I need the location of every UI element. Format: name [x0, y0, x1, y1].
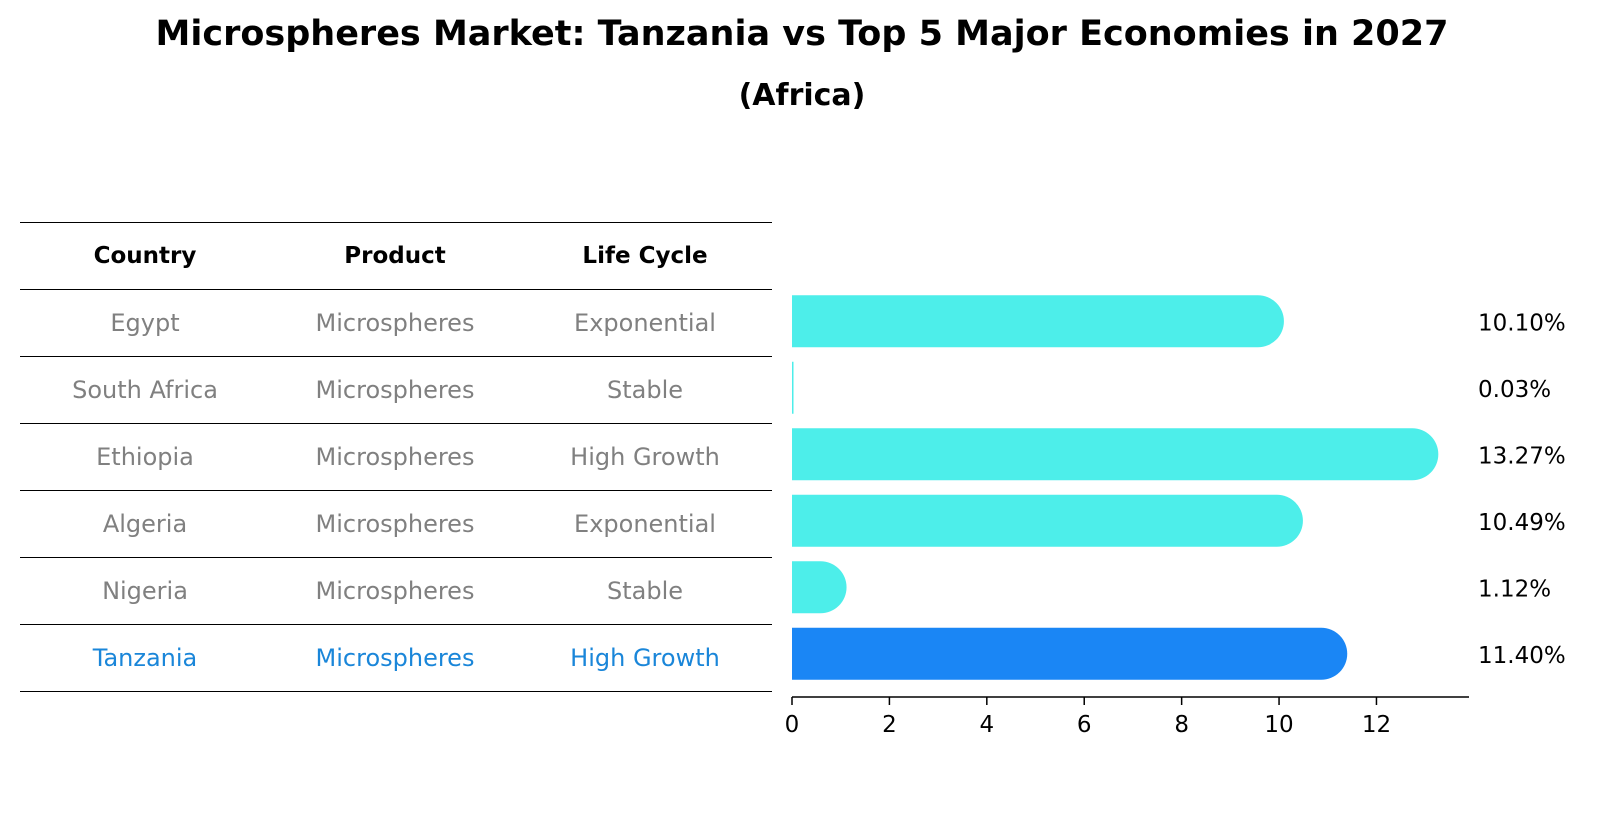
- cell-product: Microspheres: [315, 644, 475, 672]
- x-tick-label: 4: [979, 712, 994, 738]
- cell-country: Ethiopia: [96, 443, 194, 471]
- x-tick-label: 12: [1362, 712, 1391, 738]
- cell-country: South Africa: [72, 376, 218, 404]
- table-row: Algeria Microspheres Exponential: [20, 490, 772, 557]
- chart-subtitle: (Africa): [738, 78, 866, 113]
- bar-ethiopia: [792, 428, 1439, 481]
- data-label: 1.12%: [1478, 576, 1551, 602]
- x-tick-label: 8: [1174, 712, 1189, 738]
- table-row: Egypt Microspheres Exponential: [20, 289, 772, 356]
- table-row: South Africa Microspheres Stable: [20, 356, 772, 423]
- cell-country: Algeria: [102, 510, 188, 538]
- data-label: 0.03%: [1478, 377, 1551, 403]
- bar-egypt: [792, 295, 1284, 348]
- cell-life-cycle: Exponential: [574, 309, 716, 337]
- cell-product: Microspheres: [315, 443, 475, 471]
- data-label: 11.40%: [1478, 643, 1566, 669]
- cell-country: Nigeria: [102, 577, 188, 605]
- chart-title: Microspheres Market: Tanzania vs Top 5 M…: [155, 14, 1449, 54]
- table-row: Ethiopia Microspheres High Growth: [20, 423, 772, 490]
- x-tick-label: 2: [882, 712, 897, 738]
- data-table: Country Product Life Cycle Egypt Microsp…: [20, 222, 772, 692]
- header-life-cycle: Life Cycle: [582, 243, 708, 269]
- table-header-row: Country Product Life Cycle: [20, 222, 772, 289]
- header-product: Product: [344, 243, 446, 269]
- bar-algeria: [791, 494, 1303, 547]
- header-country: Country: [93, 243, 197, 269]
- cell-country: Tanzania: [92, 644, 198, 672]
- table-row: Nigeria Microspheres Stable: [20, 557, 772, 624]
- data-label: 10.10%: [1478, 310, 1566, 336]
- cell-life-cycle: Exponential: [574, 510, 716, 538]
- cell-product: Microspheres: [315, 577, 475, 605]
- bar-tanzania: [792, 627, 1348, 680]
- bar-south-africa: [792, 361, 794, 414]
- cell-product: Microspheres: [315, 309, 475, 337]
- cell-product: Microspheres: [315, 510, 475, 538]
- x-tick-label: 10: [1264, 712, 1293, 738]
- cell-product: Microspheres: [315, 376, 475, 404]
- data-label: 13.27%: [1478, 443, 1566, 469]
- cell-life-cycle: High Growth: [570, 644, 720, 672]
- cell-life-cycle: Stable: [606, 376, 684, 404]
- cell-country: Egypt: [110, 309, 180, 337]
- data-label: 10.49%: [1478, 510, 1566, 536]
- cell-life-cycle: Stable: [606, 577, 684, 605]
- table-row-highlighted: Tanzania Microspheres High Growth: [20, 624, 772, 692]
- cell-life-cycle: High Growth: [570, 443, 720, 471]
- x-tick-label: 0: [785, 712, 800, 738]
- bar-nigeria: [792, 561, 847, 614]
- x-tick-label: 6: [1077, 712, 1092, 738]
